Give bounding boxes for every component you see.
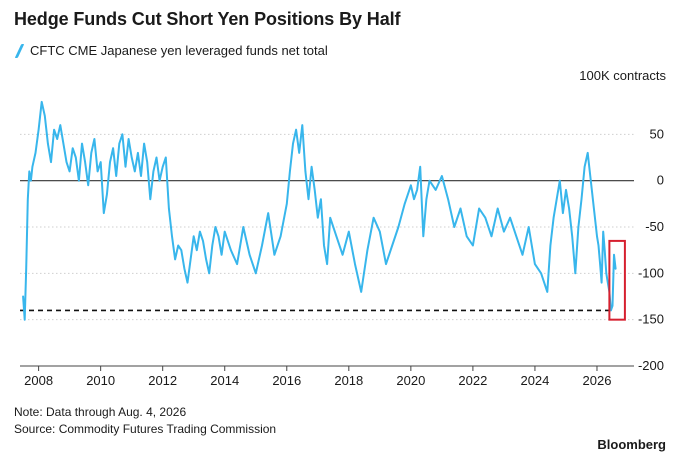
series-line (22, 100, 617, 321)
x-tick-label: 2010 (86, 373, 115, 388)
brand-logo-text: Bloomberg (597, 437, 666, 452)
x-tick-label: 2026 (583, 373, 612, 388)
highlight-box (608, 239, 626, 321)
y-tick-label: 50 (650, 126, 664, 141)
y-axis-unit-label: 100K contracts (579, 68, 666, 83)
x-tick-label: 2024 (520, 373, 549, 388)
x-tick-label: 2022 (458, 373, 487, 388)
y-tick-label: 0 (657, 173, 664, 188)
legend: CFTC CME Japanese yen leveraged funds ne… (14, 43, 328, 58)
x-tick-label: 2008 (24, 373, 53, 388)
y-tick-label: -50 (645, 219, 664, 234)
x-tick-label: 2014 (210, 373, 239, 388)
footnote-source: Source: Commodity Futures Trading Commis… (14, 422, 277, 436)
y-tick-label: -200 (638, 358, 664, 373)
x-tick-label: 2018 (334, 373, 363, 388)
y-tick-label: -100 (638, 265, 664, 280)
x-tick-label: 2020 (396, 373, 425, 388)
y-tick-label: -150 (638, 312, 664, 327)
footnote-note: Note: Data through Aug. 4, 2026 (14, 405, 187, 419)
x-tick-label: 2012 (148, 373, 177, 388)
chart-title: Hedge Funds Cut Short Yen Positions By H… (14, 9, 401, 29)
x-tick-label: 2016 (272, 373, 301, 388)
legend-label: CFTC CME Japanese yen leveraged funds ne… (30, 43, 328, 58)
